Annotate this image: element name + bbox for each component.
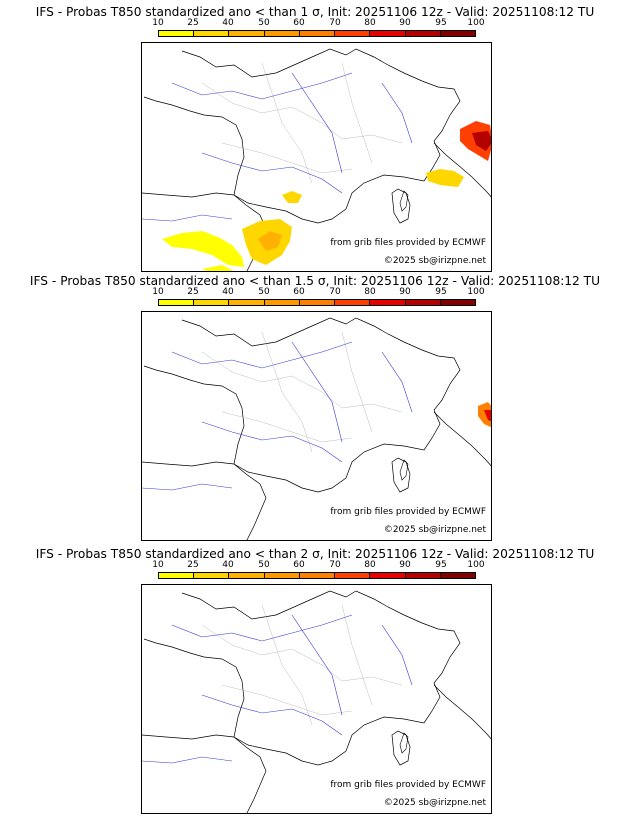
colorbar-tick: 50	[258, 287, 270, 297]
colorbar-tick: 100	[467, 287, 485, 297]
map-frame: from grib files provided by ECMWF ©2025 …	[141, 42, 492, 272]
colorbar-tick: 100	[467, 18, 485, 28]
colorbar-cell	[440, 573, 475, 578]
map-base	[142, 317, 491, 540]
colorbar-tick: 60	[293, 18, 305, 28]
map-base	[142, 590, 491, 813]
colorbar-cell	[335, 300, 371, 305]
colorbar-labels: 10 25 40 50 60 70 80 90 95 100	[152, 18, 484, 29]
colorbar-cell	[405, 573, 441, 578]
colorbar-cell	[370, 573, 406, 578]
colorbar-tick: 50	[258, 18, 270, 28]
source-credit: from grib files provided by ECMWF	[330, 507, 486, 517]
colorbar-cell	[370, 300, 406, 305]
copyright-credit: ©2025 sb@irizpne.net	[383, 256, 486, 266]
colorbar-cell	[194, 300, 230, 305]
colorbar-tick: 80	[364, 18, 376, 28]
colorbar-cell	[440, 31, 475, 36]
colorbar-tick: 60	[293, 560, 305, 570]
colorbar-tick: 90	[399, 18, 411, 28]
colorbar-tick: 60	[293, 287, 305, 297]
colorbar-tick: 100	[467, 560, 485, 570]
colorbar	[158, 572, 476, 579]
colorbar-cell	[405, 31, 441, 36]
colorbar	[158, 299, 476, 306]
colorbar-cell	[159, 300, 195, 305]
colorbar-cell	[194, 573, 230, 578]
colorbar-tick: 70	[329, 560, 341, 570]
colorbar-tick: 70	[329, 287, 341, 297]
map-panel-1: IFS - Probas T850 standardized ano < tha…	[0, 4, 630, 274]
colorbar-cell	[299, 573, 336, 578]
source-credit: from grib files provided by ECMWF	[330, 238, 486, 248]
colorbar-cell	[264, 300, 300, 305]
colorbar-cell	[299, 31, 336, 36]
colorbar-tick: 25	[187, 18, 199, 28]
colorbar-tick: 80	[364, 287, 376, 297]
colorbar-tick: 25	[187, 560, 199, 570]
copyright-credit: ©2025 sb@irizpne.net	[383, 798, 486, 808]
colorbar-labels: 10 25 40 50 60 70 80 90 95 100	[152, 287, 484, 298]
colorbar	[158, 30, 476, 37]
colorbar-tick: 95	[435, 18, 447, 28]
colorbar-cell	[370, 31, 406, 36]
colorbar-labels: 10 25 40 50 60 70 80 90 95 100	[152, 560, 484, 571]
copyright-credit: ©2025 sb@irizpne.net	[383, 525, 486, 535]
colorbar-cell	[159, 573, 195, 578]
colorbar-cell	[405, 300, 441, 305]
colorbar-tick: 40	[222, 287, 234, 297]
colorbar-tick: 40	[222, 560, 234, 570]
panel-title: IFS - Probas T850 standardized ano < tha…	[35, 547, 595, 561]
map-frame: from grib files provided by ECMWF ©2025 …	[141, 311, 492, 541]
map-panel-2: IFS - Probas T850 standardized ano < tha…	[0, 273, 630, 543]
colorbar-tick: 10	[152, 18, 164, 28]
colorbar-tick: 95	[435, 560, 447, 570]
colorbar-cell	[264, 31, 300, 36]
colorbar-tick: 80	[364, 560, 376, 570]
panel-title: IFS - Probas T850 standardized ano < tha…	[35, 5, 595, 19]
colorbar-tick: 95	[435, 287, 447, 297]
source-credit: from grib files provided by ECMWF	[330, 780, 486, 790]
colorbar-cell	[194, 31, 230, 36]
map-panel-3: IFS - Probas T850 standardized ano < tha…	[0, 546, 630, 816]
colorbar-cell	[440, 300, 475, 305]
colorbar-tick: 90	[399, 560, 411, 570]
colorbar-tick: 90	[399, 287, 411, 297]
colorbar-cell	[264, 573, 300, 578]
colorbar-tick: 10	[152, 287, 164, 297]
map-frame: from grib files provided by ECMWF ©2025 …	[141, 584, 492, 814]
map-base	[142, 48, 491, 271]
colorbar-tick: 25	[187, 287, 199, 297]
colorbar-cell	[299, 300, 336, 305]
panel-title: IFS - Probas T850 standardized ano < tha…	[29, 274, 601, 288]
colorbar-tick: 50	[258, 560, 270, 570]
colorbar-cell	[229, 31, 265, 36]
colorbar-tick: 40	[222, 18, 234, 28]
colorbar-tick: 10	[152, 560, 164, 570]
colorbar-tick: 70	[329, 18, 341, 28]
colorbar-cell	[335, 31, 371, 36]
colorbar-cell	[229, 573, 265, 578]
colorbar-cell	[229, 300, 265, 305]
colorbar-cell	[159, 31, 195, 36]
colorbar-cell	[335, 573, 371, 578]
